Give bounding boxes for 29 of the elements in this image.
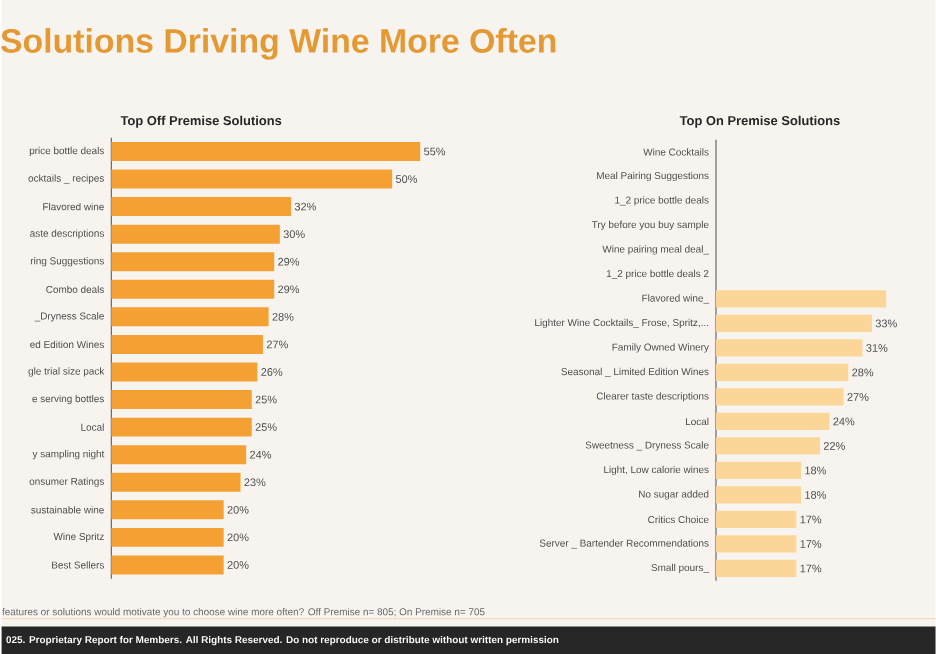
bar — [716, 461, 802, 479]
bar — [111, 279, 275, 299]
bar — [716, 437, 820, 455]
chart-title: Solutions Driving Wine More Often — [0, 27, 556, 60]
bar — [111, 252, 275, 271]
bar — [111, 196, 292, 216]
bar — [716, 510, 797, 528]
bar — [716, 486, 802, 504]
bar — [111, 444, 247, 464]
bar — [111, 472, 241, 492]
bar — [111, 169, 393, 189]
bar — [716, 535, 797, 553]
bar — [111, 334, 263, 354]
bar — [111, 362, 258, 382]
bar — [716, 363, 849, 381]
bar — [111, 555, 224, 575]
bar — [716, 388, 844, 406]
bar — [716, 314, 872, 332]
bar — [111, 389, 252, 409]
bar — [111, 224, 280, 244]
bar — [111, 527, 224, 547]
bar — [111, 500, 224, 520]
bar — [716, 559, 797, 577]
bar — [111, 141, 421, 161]
bar — [111, 307, 269, 327]
bar — [716, 290, 887, 308]
bar — [716, 339, 863, 357]
bar — [111, 417, 252, 437]
bar — [716, 412, 830, 430]
